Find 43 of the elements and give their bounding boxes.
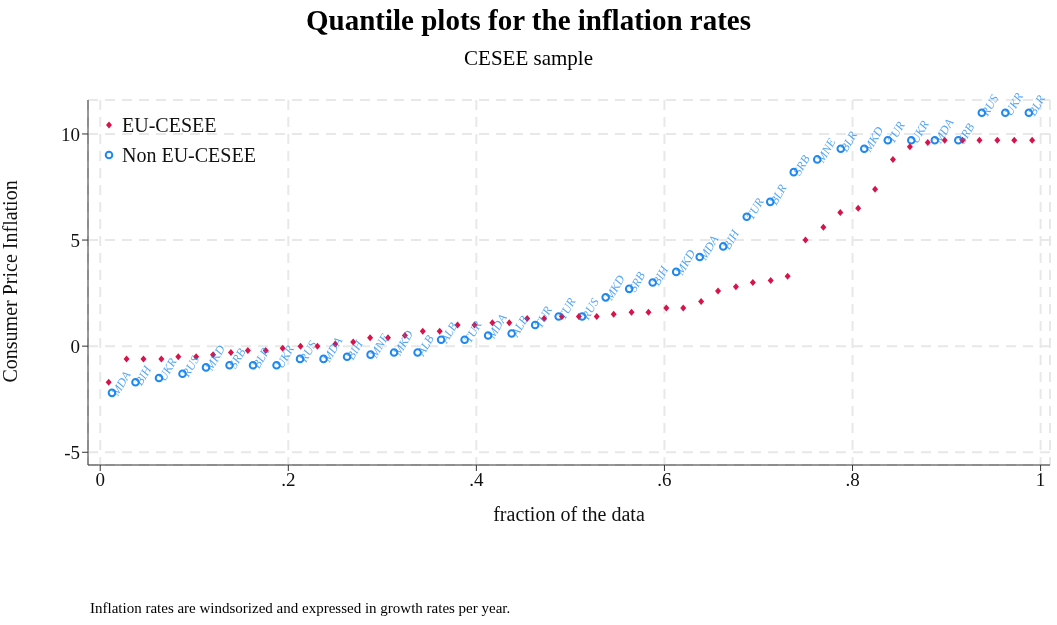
point xyxy=(715,287,722,295)
point xyxy=(732,283,739,291)
point xyxy=(906,143,913,151)
point xyxy=(123,355,130,363)
point xyxy=(645,308,652,316)
point xyxy=(663,304,670,312)
x-tick-label: .8 xyxy=(845,469,860,491)
point xyxy=(628,308,635,316)
y-tick-label: 5 xyxy=(70,229,80,251)
point xyxy=(610,310,617,318)
point xyxy=(419,327,426,335)
x-tick-label: .4 xyxy=(469,469,484,491)
point xyxy=(784,272,791,280)
x-tick-label: 1 xyxy=(1035,469,1046,491)
point xyxy=(698,298,705,306)
point xyxy=(802,236,809,244)
y-tick-label: 0 xyxy=(70,335,80,357)
point xyxy=(994,136,1001,144)
x-tick-label: 0 xyxy=(95,469,105,491)
point xyxy=(837,208,844,216)
point xyxy=(680,304,687,312)
x-axis-title: fraction of the data xyxy=(493,503,645,525)
point xyxy=(872,185,879,193)
y-axis-title: Consumer Price Inflation xyxy=(0,180,22,383)
point xyxy=(767,276,774,284)
y-tick-label: 10 xyxy=(61,123,80,145)
chart-title: Quantile plots for the inflation rates xyxy=(305,4,752,37)
legend-label: EU-CESEE xyxy=(122,113,217,138)
legend-label: Non EU-CESEE xyxy=(122,143,256,168)
point xyxy=(749,279,756,286)
point xyxy=(140,355,147,363)
text: Inflation rates are windsorized and expressed in growth rates per year. xyxy=(90,600,511,617)
point xyxy=(820,223,827,231)
point xyxy=(1029,136,1036,144)
y-tick-label: -5 xyxy=(64,442,80,464)
point xyxy=(889,155,896,163)
point xyxy=(855,204,862,212)
chart-subtitle: CESEE sample xyxy=(463,46,594,71)
x-tick-label: .2 xyxy=(281,469,296,491)
point xyxy=(1011,136,1018,144)
point xyxy=(105,378,112,386)
point xyxy=(976,136,983,144)
x-tick-label: .6 xyxy=(657,469,672,491)
